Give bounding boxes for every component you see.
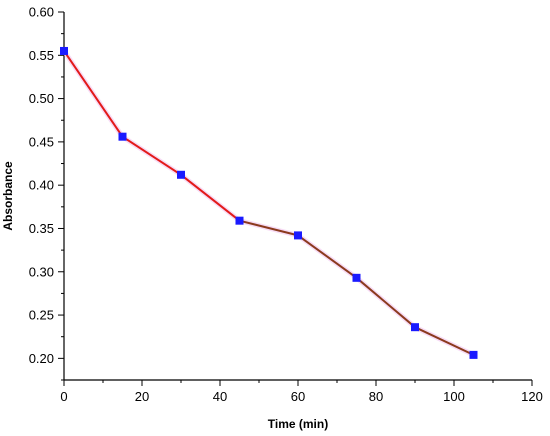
y-axis-title: Absorbance	[1, 161, 15, 231]
x-tick-label: 120	[521, 389, 543, 404]
y-axis: 0.20 0.25 0.30 0.35 0.40 0.45 0.50 0.55 0.60	[29, 5, 65, 381]
x-axis: 0 20 40 60 80 100 120	[60, 379, 543, 404]
data-point	[60, 46, 68, 55]
y-tick-label: 0.45	[29, 134, 54, 149]
series-lines	[61, 48, 476, 358]
series-line-segment	[63, 50, 124, 138]
y-tick-label: 0.25	[29, 308, 54, 323]
x-tick-label: 0	[60, 389, 67, 404]
y-tick-label: 0.20	[29, 351, 54, 366]
data-point	[177, 170, 185, 179]
x-tick-label: 80	[369, 389, 383, 404]
y-tick-label: 0.50	[29, 91, 54, 106]
y-tick-label: 0.30	[29, 264, 54, 279]
x-tick-label: 100	[443, 389, 465, 404]
data-point	[469, 350, 478, 359]
x-tick-label: 20	[135, 389, 149, 404]
data-point	[235, 216, 244, 225]
y-tick-label: 0.35	[29, 221, 54, 236]
data-point	[411, 323, 419, 332]
series-line-segment	[239, 219, 299, 237]
data-point	[352, 273, 361, 282]
y-tick-label: 0.40	[29, 178, 54, 193]
data-point	[294, 231, 302, 240]
series-line-segment	[121, 135, 182, 176]
series-line-segment	[355, 277, 416, 328]
y-tick-label: 0.55	[29, 48, 54, 63]
y-tick-label: 0.60	[29, 5, 54, 20]
series-markers	[60, 46, 478, 359]
data-point	[118, 132, 127, 141]
series-line-segment	[180, 173, 241, 222]
x-axis-title: Time (min)	[268, 417, 328, 431]
x-tick-label: 40	[213, 389, 227, 404]
series-line-segment	[414, 326, 474, 356]
series-line-segment	[297, 234, 358, 279]
x-tick-label: 60	[291, 389, 305, 404]
